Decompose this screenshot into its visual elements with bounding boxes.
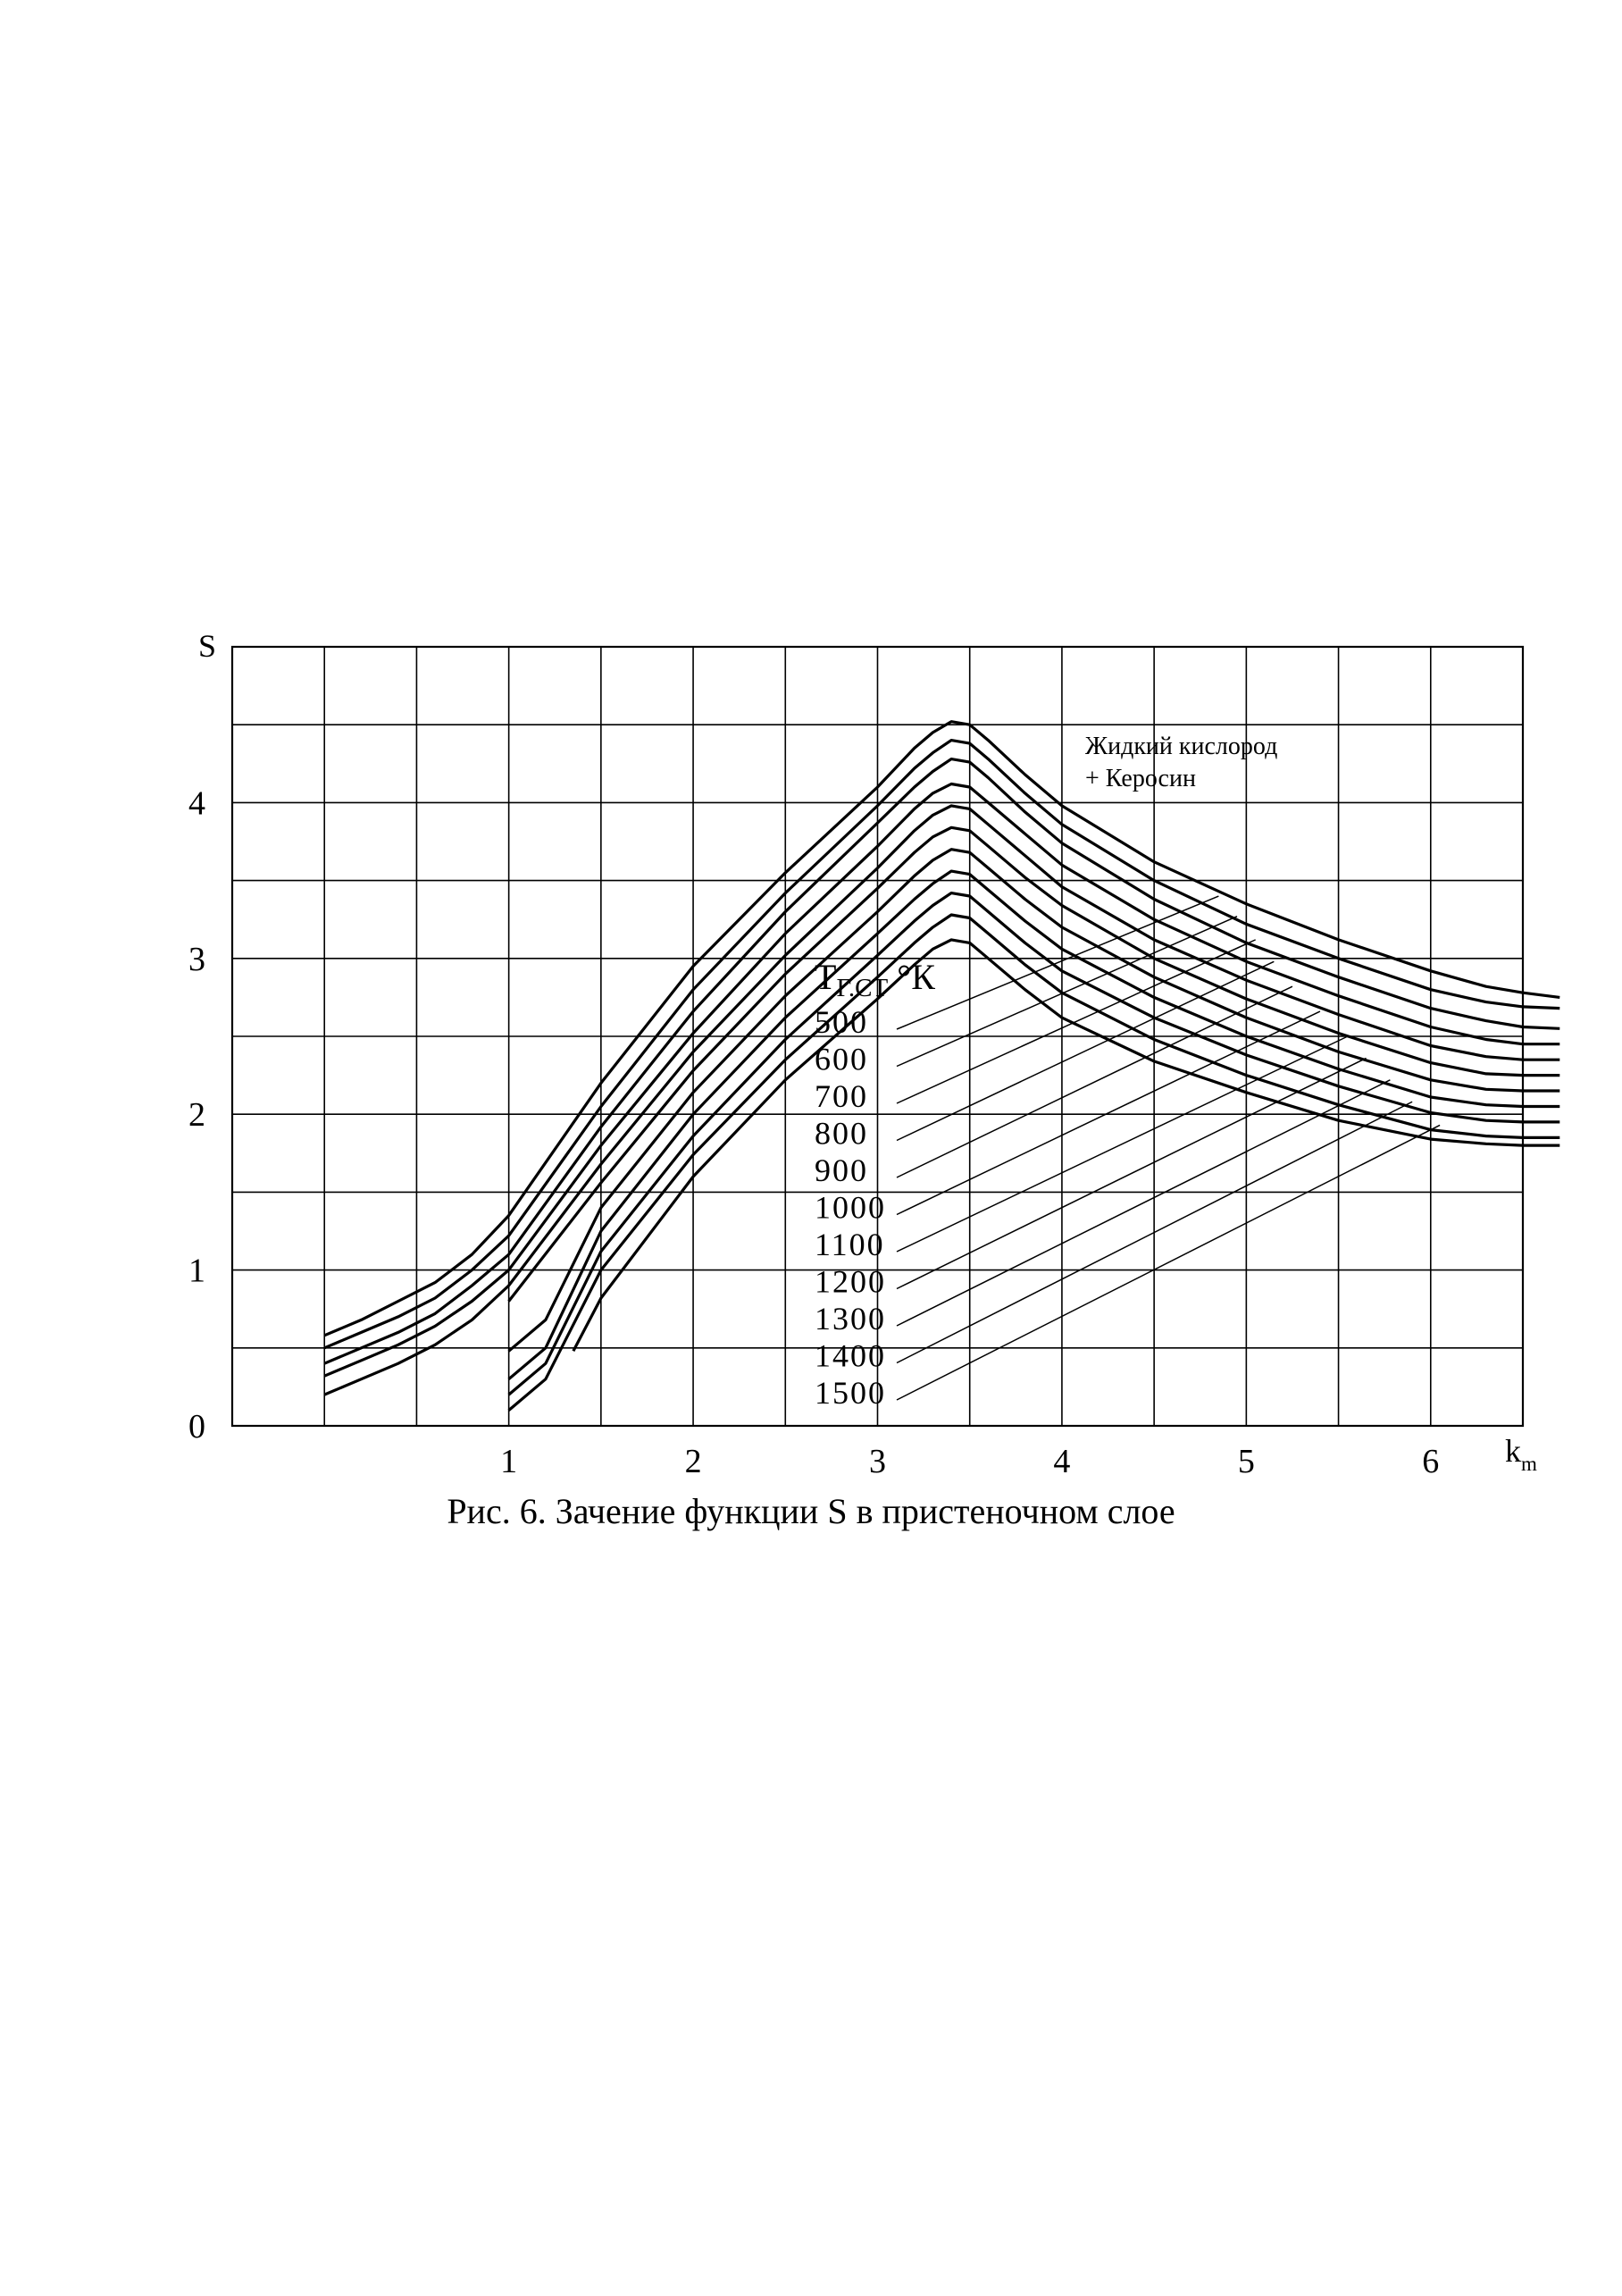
y-tick-label: 3 bbox=[188, 941, 205, 978]
leader-line-1200 bbox=[896, 1057, 1367, 1290]
legend-label-800: 800 bbox=[815, 1116, 868, 1152]
x-axis-label: km bbox=[1505, 1433, 1537, 1475]
leader-line-800 bbox=[896, 960, 1275, 1142]
y-tick-label: 2 bbox=[188, 1096, 205, 1134]
series-line-1400 bbox=[507, 913, 1560, 1412]
series-line-900 bbox=[323, 804, 1560, 1396]
leader-line-1300 bbox=[896, 1079, 1391, 1327]
annotation-line-1: Жидкий кислород bbox=[1085, 733, 1277, 760]
legend-label-1300: 1300 bbox=[815, 1301, 886, 1337]
series-line-800 bbox=[323, 782, 1560, 1378]
legend-leader-lines bbox=[896, 895, 1441, 1401]
plot-border bbox=[230, 645, 1525, 1428]
series-lines bbox=[323, 720, 1560, 1412]
legend-label-1400: 1400 bbox=[815, 1338, 886, 1374]
legend-label-600: 600 bbox=[815, 1042, 868, 1077]
series-line-700 bbox=[323, 758, 1560, 1365]
legend-title-main: T bbox=[815, 957, 836, 997]
series-line-1300 bbox=[507, 892, 1560, 1396]
series-line-1500 bbox=[572, 938, 1560, 1353]
leader-line-1400 bbox=[896, 1101, 1413, 1364]
y-axis-label: S bbox=[198, 628, 216, 664]
x-tick-label: 5 bbox=[1238, 1443, 1255, 1480]
series-line-500 bbox=[323, 720, 1560, 1337]
legend-title: TГ.СТ °К bbox=[815, 957, 935, 1002]
y-tick-label: 0 bbox=[188, 1408, 205, 1445]
series-line-1200 bbox=[507, 869, 1560, 1380]
leader-line-700 bbox=[896, 939, 1256, 1104]
leader-line-600 bbox=[896, 916, 1238, 1068]
figure-caption: Рис. 6. Зачение функции S в пристеночном… bbox=[447, 1491, 1175, 1531]
x-tick-label: 3 bbox=[869, 1443, 886, 1480]
tick-labels: 1 2 3 4 5 6 0 1 2 3 4 bbox=[188, 784, 1439, 1480]
leader-line-1500 bbox=[896, 1124, 1441, 1401]
legend-title-unit: °К bbox=[897, 957, 935, 997]
x-tick-label: 6 bbox=[1422, 1443, 1439, 1480]
grid bbox=[232, 647, 1523, 1426]
y-tick-label: 1 bbox=[188, 1253, 205, 1290]
legend-label-900: 900 bbox=[815, 1152, 868, 1188]
leader-line-900 bbox=[896, 985, 1293, 1178]
x-axis-label-sub: m bbox=[1521, 1453, 1537, 1475]
x-tick-label: 2 bbox=[685, 1443, 702, 1480]
leader-line-1100 bbox=[896, 1035, 1349, 1253]
fuel-annotation: Жидкий кислород + Керосин bbox=[1085, 733, 1277, 792]
legend-label-1100: 1100 bbox=[815, 1227, 885, 1262]
x-tick-label: 1 bbox=[500, 1443, 517, 1480]
y-tick-label: 4 bbox=[188, 784, 205, 822]
legend-label-1200: 1200 bbox=[815, 1264, 886, 1300]
legend-label-1500: 1500 bbox=[815, 1375, 886, 1411]
leader-line-500 bbox=[896, 895, 1219, 1030]
plot-frame bbox=[230, 645, 1525, 1428]
leader-line-1000 bbox=[896, 1010, 1321, 1216]
legend-label-700: 700 bbox=[815, 1078, 868, 1114]
series-line-1000 bbox=[507, 825, 1560, 1303]
x-tick-label: 4 bbox=[1053, 1443, 1070, 1480]
series-line-600 bbox=[323, 739, 1560, 1350]
legend-title-sub: Г.СТ bbox=[836, 974, 888, 1002]
annotation-line-2: + Керосин bbox=[1085, 765, 1196, 792]
legend-label-500: 500 bbox=[815, 1004, 868, 1040]
x-axis-label-main: k bbox=[1505, 1433, 1521, 1469]
legend-label-1000: 1000 bbox=[815, 1190, 886, 1226]
series-line-1100 bbox=[507, 848, 1560, 1353]
